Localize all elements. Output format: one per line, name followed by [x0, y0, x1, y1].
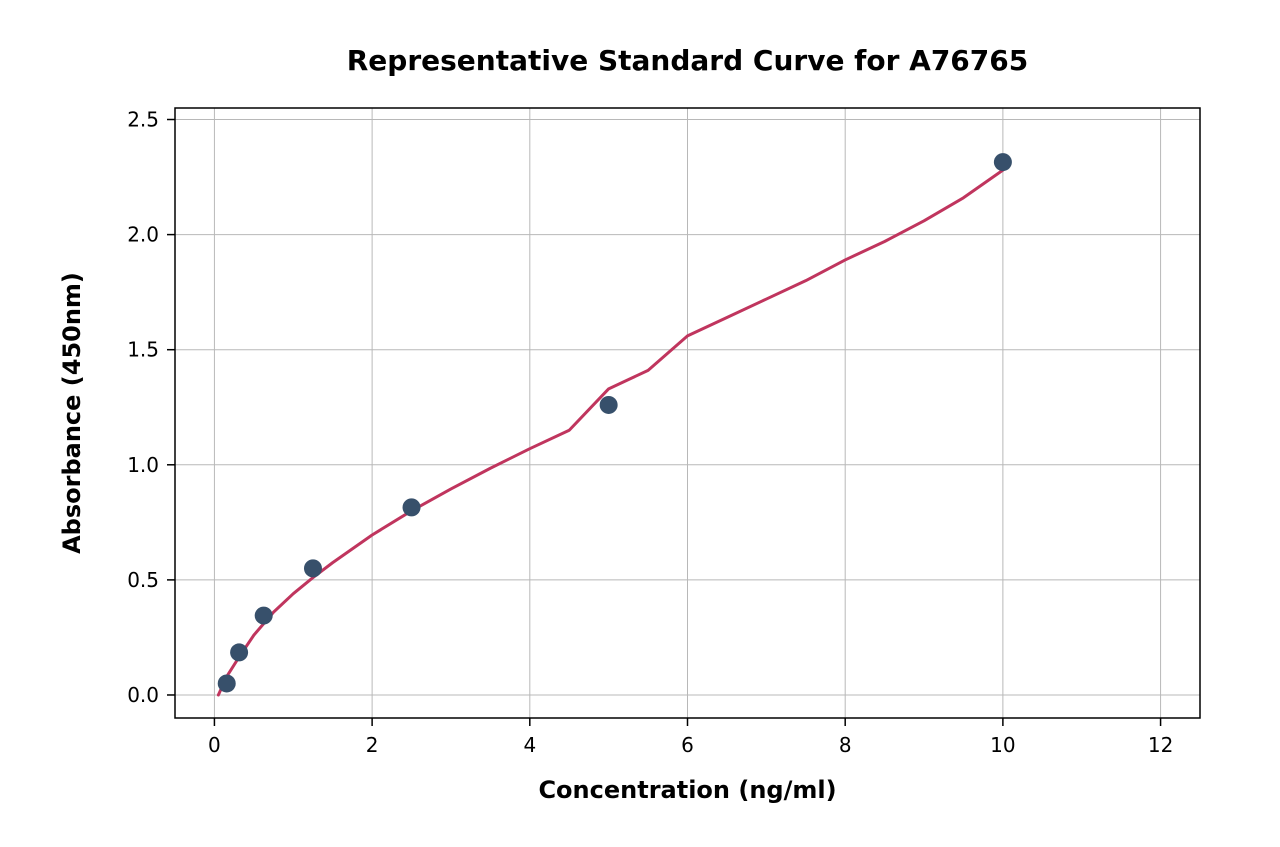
data-point [255, 607, 273, 625]
data-point [403, 498, 421, 516]
x-tick-label: 2 [366, 733, 379, 757]
y-tick-label: 0.5 [127, 568, 159, 592]
x-tick-label: 12 [1148, 733, 1173, 757]
x-tick-label: 6 [681, 733, 694, 757]
data-point [218, 674, 236, 692]
data-point [600, 396, 618, 414]
chart-title: Representative Standard Curve for A76765 [347, 44, 1029, 77]
data-point [994, 153, 1012, 171]
x-tick-label: 10 [990, 733, 1015, 757]
data-point [304, 559, 322, 577]
y-axis-label: Absorbance (450nm) [58, 272, 86, 554]
x-tick-label: 8 [839, 733, 852, 757]
y-tick-label: 1.0 [127, 453, 159, 477]
standard-curve-chart: 0 2 4 6 8 10 12 0.0 0.5 1.0 1.5 2.0 2.5 Representativ… [0, 0, 1280, 847]
x-axis-label: Concentration (ng/ml) [538, 776, 836, 804]
data-point [230, 643, 248, 661]
y-tick-label: 0.0 [127, 683, 159, 707]
y-tick-label: 2.0 [127, 223, 159, 247]
y-tick-label: 1.5 [127, 338, 159, 362]
x-tick-label: 0 [208, 733, 221, 757]
y-tick-label: 2.5 [127, 108, 159, 132]
x-tick-label: 4 [523, 733, 536, 757]
chart-svg: 0 2 4 6 8 10 12 0.0 0.5 1.0 1.5 2.0 2.5 Representativ… [0, 0, 1280, 843]
